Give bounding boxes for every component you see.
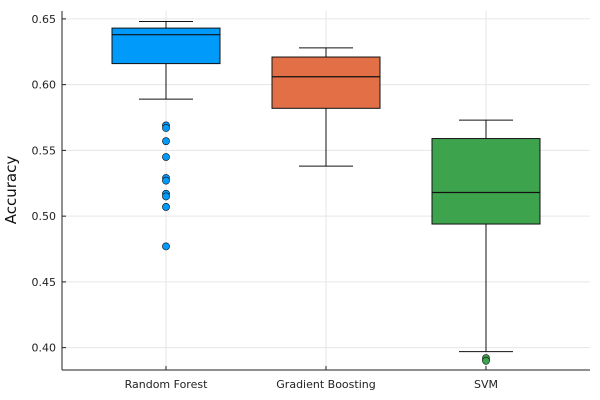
box-layer bbox=[111, 21, 541, 365]
outlier-point bbox=[162, 203, 170, 211]
iqr-box bbox=[431, 138, 541, 225]
y-tick-label: 0.50 bbox=[32, 210, 57, 223]
x-tick-label: SVM bbox=[474, 378, 498, 391]
box-gradient-boosting bbox=[271, 47, 381, 167]
outlier-point bbox=[162, 153, 170, 161]
iqr-box bbox=[271, 56, 381, 109]
iqr-box bbox=[111, 27, 221, 65]
outlier-point bbox=[162, 176, 170, 185]
x-tick-label: Gradient Boosting bbox=[276, 378, 375, 391]
y-tick-label: 0.55 bbox=[32, 144, 57, 157]
box-svm bbox=[431, 119, 541, 365]
box-random-forest bbox=[111, 21, 221, 251]
outlier-point bbox=[162, 242, 170, 251]
outlier-point bbox=[482, 356, 490, 365]
outlier-point bbox=[162, 137, 170, 146]
outlier-point bbox=[162, 124, 170, 132]
y-tick-label: 0.60 bbox=[32, 79, 57, 92]
axis-layer: 0.40 0.45 0.50 0.55 0.60 0.65 Random Forest Gra… bbox=[32, 11, 590, 391]
x-tick-label: Random Forest bbox=[125, 378, 208, 391]
outlier-point bbox=[162, 192, 170, 201]
y-tick-label: 0.65 bbox=[32, 13, 57, 26]
y-tick-label: 0.40 bbox=[32, 342, 57, 355]
y-tick-label: 0.45 bbox=[32, 276, 57, 289]
y-axis-label: Accuracy bbox=[2, 156, 20, 225]
